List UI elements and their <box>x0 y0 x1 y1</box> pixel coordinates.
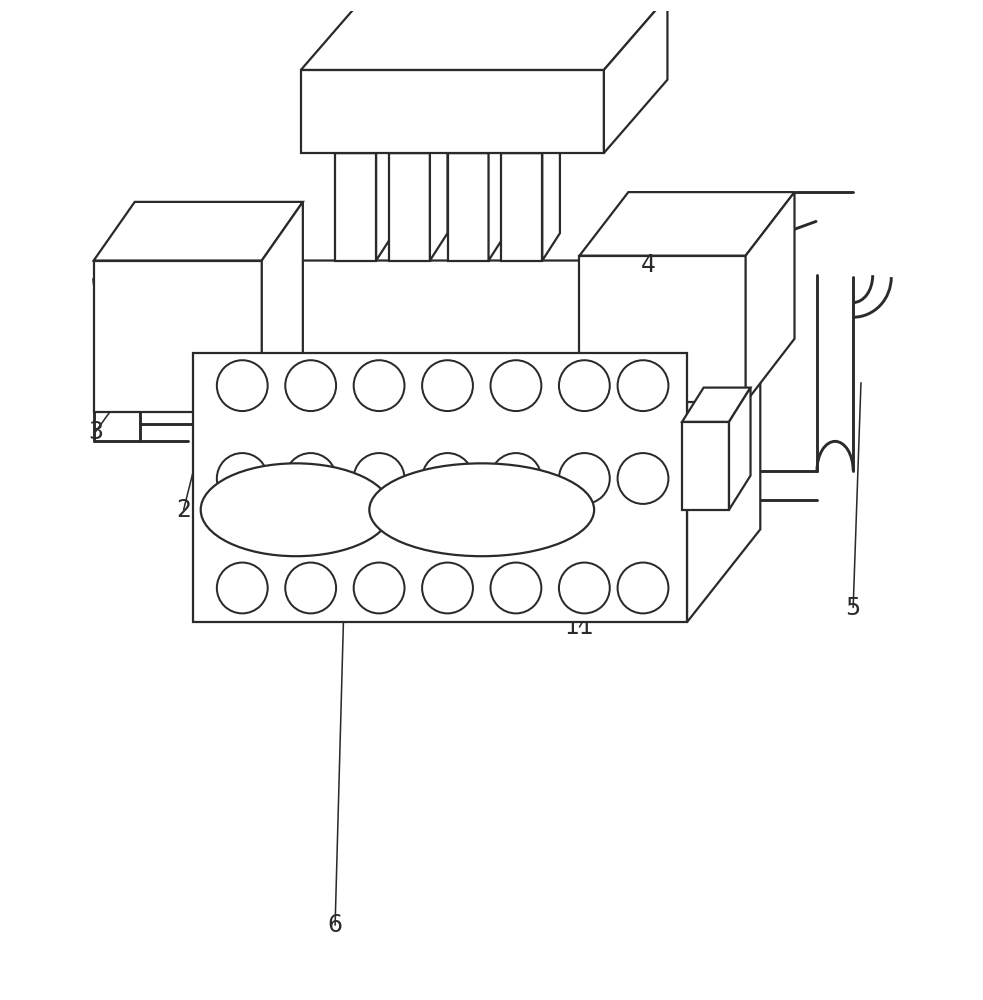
Text: 4: 4 <box>640 253 656 277</box>
Circle shape <box>617 360 668 411</box>
Polygon shape <box>682 388 751 422</box>
Circle shape <box>285 453 336 504</box>
Circle shape <box>354 563 405 613</box>
Polygon shape <box>301 70 604 153</box>
Circle shape <box>422 563 473 613</box>
Circle shape <box>354 360 405 411</box>
Polygon shape <box>579 192 794 256</box>
Text: 11: 11 <box>564 615 595 639</box>
Polygon shape <box>376 126 394 261</box>
Circle shape <box>285 563 336 613</box>
Polygon shape <box>389 126 447 153</box>
Circle shape <box>491 563 542 613</box>
Polygon shape <box>335 126 394 153</box>
Ellipse shape <box>370 463 594 556</box>
Polygon shape <box>194 353 687 622</box>
Polygon shape <box>93 261 261 412</box>
Text: 1: 1 <box>665 532 680 556</box>
Circle shape <box>491 453 542 504</box>
Polygon shape <box>729 388 751 510</box>
Polygon shape <box>301 0 667 70</box>
Polygon shape <box>579 256 746 402</box>
Polygon shape <box>447 153 489 261</box>
Polygon shape <box>389 153 430 261</box>
Circle shape <box>217 453 267 504</box>
Polygon shape <box>430 126 447 261</box>
Polygon shape <box>604 0 667 153</box>
Circle shape <box>422 360 473 411</box>
Polygon shape <box>687 261 760 622</box>
Circle shape <box>217 360 267 411</box>
Circle shape <box>285 360 336 411</box>
Polygon shape <box>194 261 760 353</box>
Circle shape <box>354 453 405 504</box>
Polygon shape <box>501 126 560 153</box>
Circle shape <box>559 563 609 613</box>
Circle shape <box>617 453 668 504</box>
Circle shape <box>491 360 542 411</box>
Circle shape <box>559 360 609 411</box>
Polygon shape <box>501 153 543 261</box>
Polygon shape <box>489 126 506 261</box>
Circle shape <box>217 563 267 613</box>
Polygon shape <box>682 422 729 510</box>
Polygon shape <box>447 126 506 153</box>
Circle shape <box>422 453 473 504</box>
Polygon shape <box>93 202 303 261</box>
Ellipse shape <box>201 463 391 556</box>
Text: 3: 3 <box>88 420 103 444</box>
Circle shape <box>559 453 609 504</box>
Text: 5: 5 <box>845 596 861 620</box>
Polygon shape <box>746 192 794 402</box>
Circle shape <box>617 563 668 613</box>
Polygon shape <box>261 202 303 412</box>
Polygon shape <box>335 153 376 261</box>
Polygon shape <box>543 126 560 261</box>
Text: 6: 6 <box>327 913 343 937</box>
Text: 2: 2 <box>176 498 191 522</box>
